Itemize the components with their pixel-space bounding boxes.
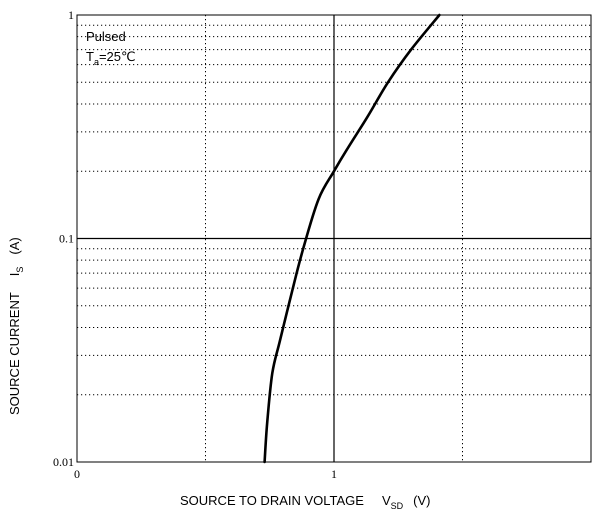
series-group	[263, 13, 441, 464]
tick-labels: 0.01 0.1 1 0 1	[53, 8, 337, 481]
series-line	[263, 13, 441, 464]
y-axis-label-group: SOURCE CURRENT IS (A)	[7, 237, 25, 415]
y-tick-label: 1	[68, 8, 74, 22]
x-axis-subscript: SD	[391, 501, 404, 511]
y-tick-label: 0.01	[53, 455, 74, 469]
annotation-temp-subscript: a	[94, 57, 99, 67]
annotation-pulsed: Pulsed	[86, 29, 126, 44]
y-axis-unit: (A)	[7, 237, 22, 254]
x-axis-label: SOURCE TO DRAIN VOLTAGE VSD (V)	[180, 493, 431, 511]
x-axis-unit: (V)	[413, 493, 430, 508]
annotation-temperature: Ta=25℃	[86, 49, 136, 67]
annotation-temp-value: =25℃	[99, 49, 136, 64]
x-axis-symbol: V	[382, 493, 391, 508]
y-axis-subscript: S	[15, 267, 25, 273]
y-axis-title: SOURCE CURRENT	[7, 292, 22, 415]
plot-frame	[76, 14, 592, 463]
major-grid	[77, 15, 591, 462]
x-tick-label: 0	[74, 467, 80, 481]
y-tick-label: 0.1	[59, 232, 74, 246]
annotation-temp-symbol: T	[86, 49, 94, 64]
x-tick-label: 1	[331, 467, 337, 481]
x-axis-title: SOURCE TO DRAIN VOLTAGE	[180, 493, 364, 508]
y-axis-symbol: I	[7, 273, 22, 277]
y-axis-label: SOURCE CURRENT IS (A)	[7, 237, 25, 415]
